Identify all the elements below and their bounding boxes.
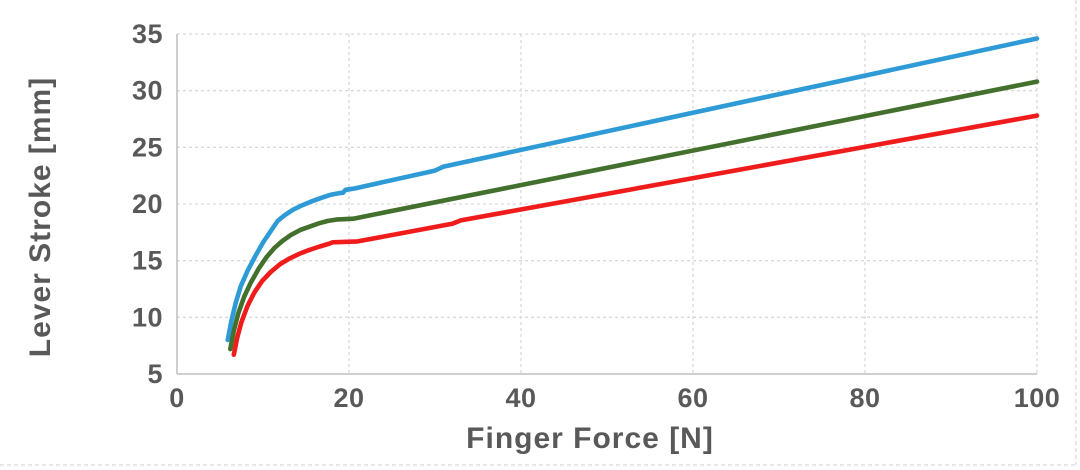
y-tick-label: 20: [132, 189, 163, 219]
y-tick-label: 35: [132, 19, 163, 49]
gridlines: [177, 33, 1038, 374]
x-tick-label: 80: [849, 383, 880, 413]
x-tick-label: 20: [333, 383, 364, 413]
x-tick-labels: 0 20 40 60 80 100: [169, 383, 1060, 413]
y-tick-label: 5: [147, 359, 163, 389]
series-line-lower-curve-red: [231, 113, 1040, 357]
series-line-middle-curve-green: [228, 79, 1040, 352]
y-tick-label: 10: [132, 302, 163, 332]
x-axis-title: Finger Force [N]: [466, 422, 714, 455]
y-tick-label: 30: [132, 76, 163, 106]
x-tick-label: 0: [169, 383, 185, 413]
x-tick-label: 100: [1014, 383, 1061, 413]
x-tick-label: 40: [505, 383, 536, 413]
x-tick-label: 60: [677, 383, 708, 413]
series-line-upper-curve-blue: [225, 36, 1040, 343]
y-axis-title: Lever Stroke [mm]: [24, 77, 57, 357]
y-tick-label: 15: [132, 246, 163, 276]
y-tick-labels: 5 10 15 20 25 30 35: [132, 19, 163, 389]
y-tick-label: 25: [132, 132, 163, 162]
axis-spines: [176, 34, 1037, 375]
data-series: [225, 36, 1040, 357]
